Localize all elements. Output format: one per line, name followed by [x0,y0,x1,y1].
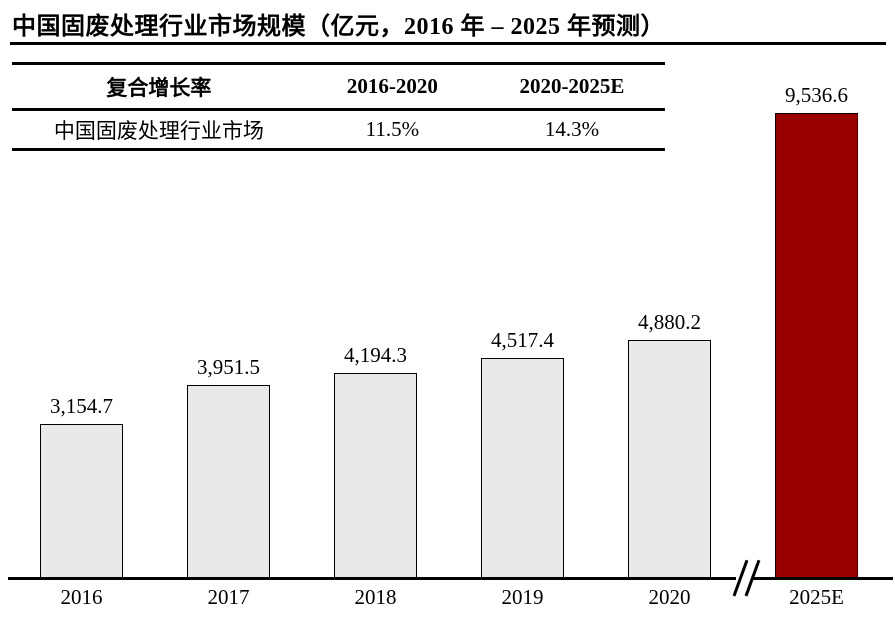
table-header-2020-2025e: 2020-2025E [519,74,625,98]
bar-2017 [187,385,270,578]
x-axis-tick-label: 2025E [789,585,844,609]
table-cell-market-label: 中国固废处理行业市场 [53,118,264,143]
axis-break-gap [736,575,753,582]
bar-value-label: 4,517.4 [491,328,554,352]
chart-title: 中国固废处理行业市场规模（亿元，2016 年 – 2025 年预测） [12,14,665,40]
x-axis-tick-label: 2019 [501,585,544,609]
x-axis-tick-label: 2020 [648,585,691,609]
bar-value-label: 3,154.7 [50,394,113,418]
bar-2020 [628,340,711,578]
table-cell-cagr-2016-2020: 11.5% [365,117,420,141]
bar-value-label: 9,536.6 [785,83,848,107]
title-divider [10,42,886,45]
table-row: 中国固废处理行业市场 11.5% 14.3% [12,110,665,150]
x-axis-tick-label: 2018 [354,585,397,609]
bar-2016 [40,424,123,578]
bar-value-label: 4,194.3 [344,343,407,367]
x-axis-tick-label: 2016 [60,585,103,609]
bar-2025E [775,113,858,578]
bar-value-label: 3,951.5 [197,355,260,379]
x-axis-line [8,577,893,580]
bar-value-label: 4,880.2 [638,310,701,334]
x-axis-tick-label: 2017 [207,585,250,609]
table-cell-cagr-2020-2025e: 14.3% [544,117,600,141]
table-header-metric: 复合增长率 [106,75,212,100]
cagr-table-header-row: 复合增长率 2016-2020 2020-2025E [12,63,665,110]
table-header-2016-2020: 2016-2020 [346,74,438,98]
bar-2018 [334,373,417,578]
cagr-table: 复合增长率 2016-2020 2020-2025E 中国固废处理行业市场 11… [12,62,665,151]
bar-2019 [481,358,564,578]
